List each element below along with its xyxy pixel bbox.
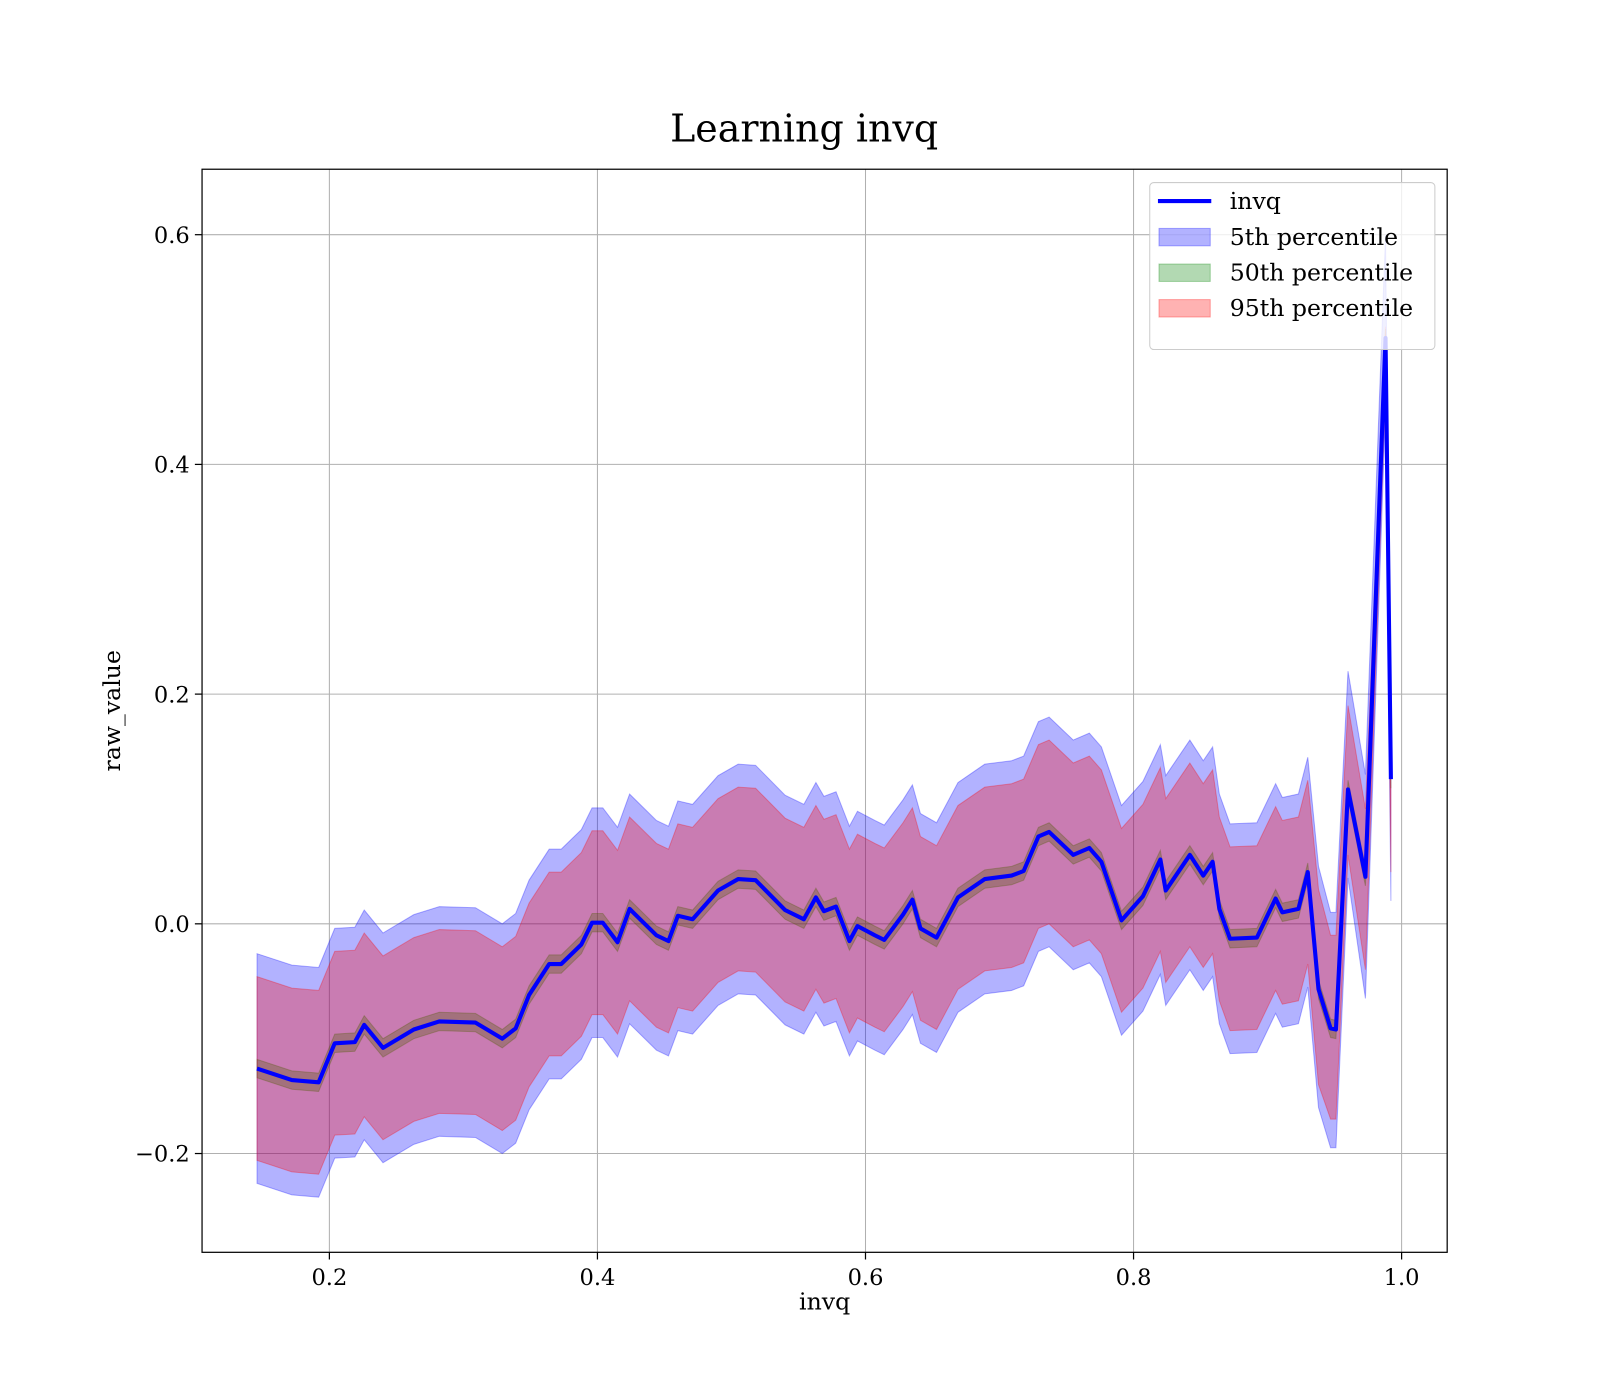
lines bbox=[256, 336, 1393, 1085]
y-axis-label: raw_value bbox=[98, 650, 126, 771]
y-tick-label: −0.2 bbox=[135, 1142, 190, 1168]
percentile-band bbox=[256, 326, 1392, 1175]
x-tick-label: 0.6 bbox=[848, 1265, 884, 1291]
percentile-band bbox=[256, 234, 1392, 1198]
legend-patch bbox=[1158, 263, 1211, 282]
x-tick-label: 0.4 bbox=[580, 1265, 616, 1291]
legend: invq 5th percentile 50th percentile 95th pe… bbox=[1149, 182, 1436, 351]
y-tick-label: 0.4 bbox=[154, 453, 190, 479]
ticks: −0.2 0.0 0.2 0.4 0.6 0.2 0.4 0.6 0.8 1.0 bbox=[135, 223, 1420, 1291]
legend-label: 50th percentile bbox=[1230, 258, 1413, 286]
series-line bbox=[256, 336, 1393, 1085]
y-tick-label: 0.2 bbox=[154, 682, 190, 708]
plot-frame bbox=[201, 168, 1448, 1253]
grid bbox=[202, 169, 1448, 1253]
legend-box bbox=[1149, 182, 1436, 351]
y-tick-label: 0.6 bbox=[154, 223, 190, 249]
legend-label: 95th percentile bbox=[1230, 294, 1413, 322]
legend-patch bbox=[1158, 227, 1211, 247]
legend-label: invq bbox=[1230, 187, 1281, 215]
legend-patch bbox=[1158, 299, 1211, 318]
x-tick-label: 0.8 bbox=[1116, 1265, 1152, 1291]
percentile-band bbox=[256, 328, 1392, 1093]
chart-title: Learning invq bbox=[670, 107, 938, 151]
x-axis-label: invq bbox=[799, 1288, 850, 1316]
x-tick-label: 0.2 bbox=[311, 1265, 347, 1291]
x-tick-label: 1.0 bbox=[1384, 1265, 1420, 1291]
legend-label: 5th percentile bbox=[1230, 223, 1398, 251]
bands bbox=[256, 234, 1392, 1198]
y-tick-label: 0.0 bbox=[154, 912, 190, 938]
